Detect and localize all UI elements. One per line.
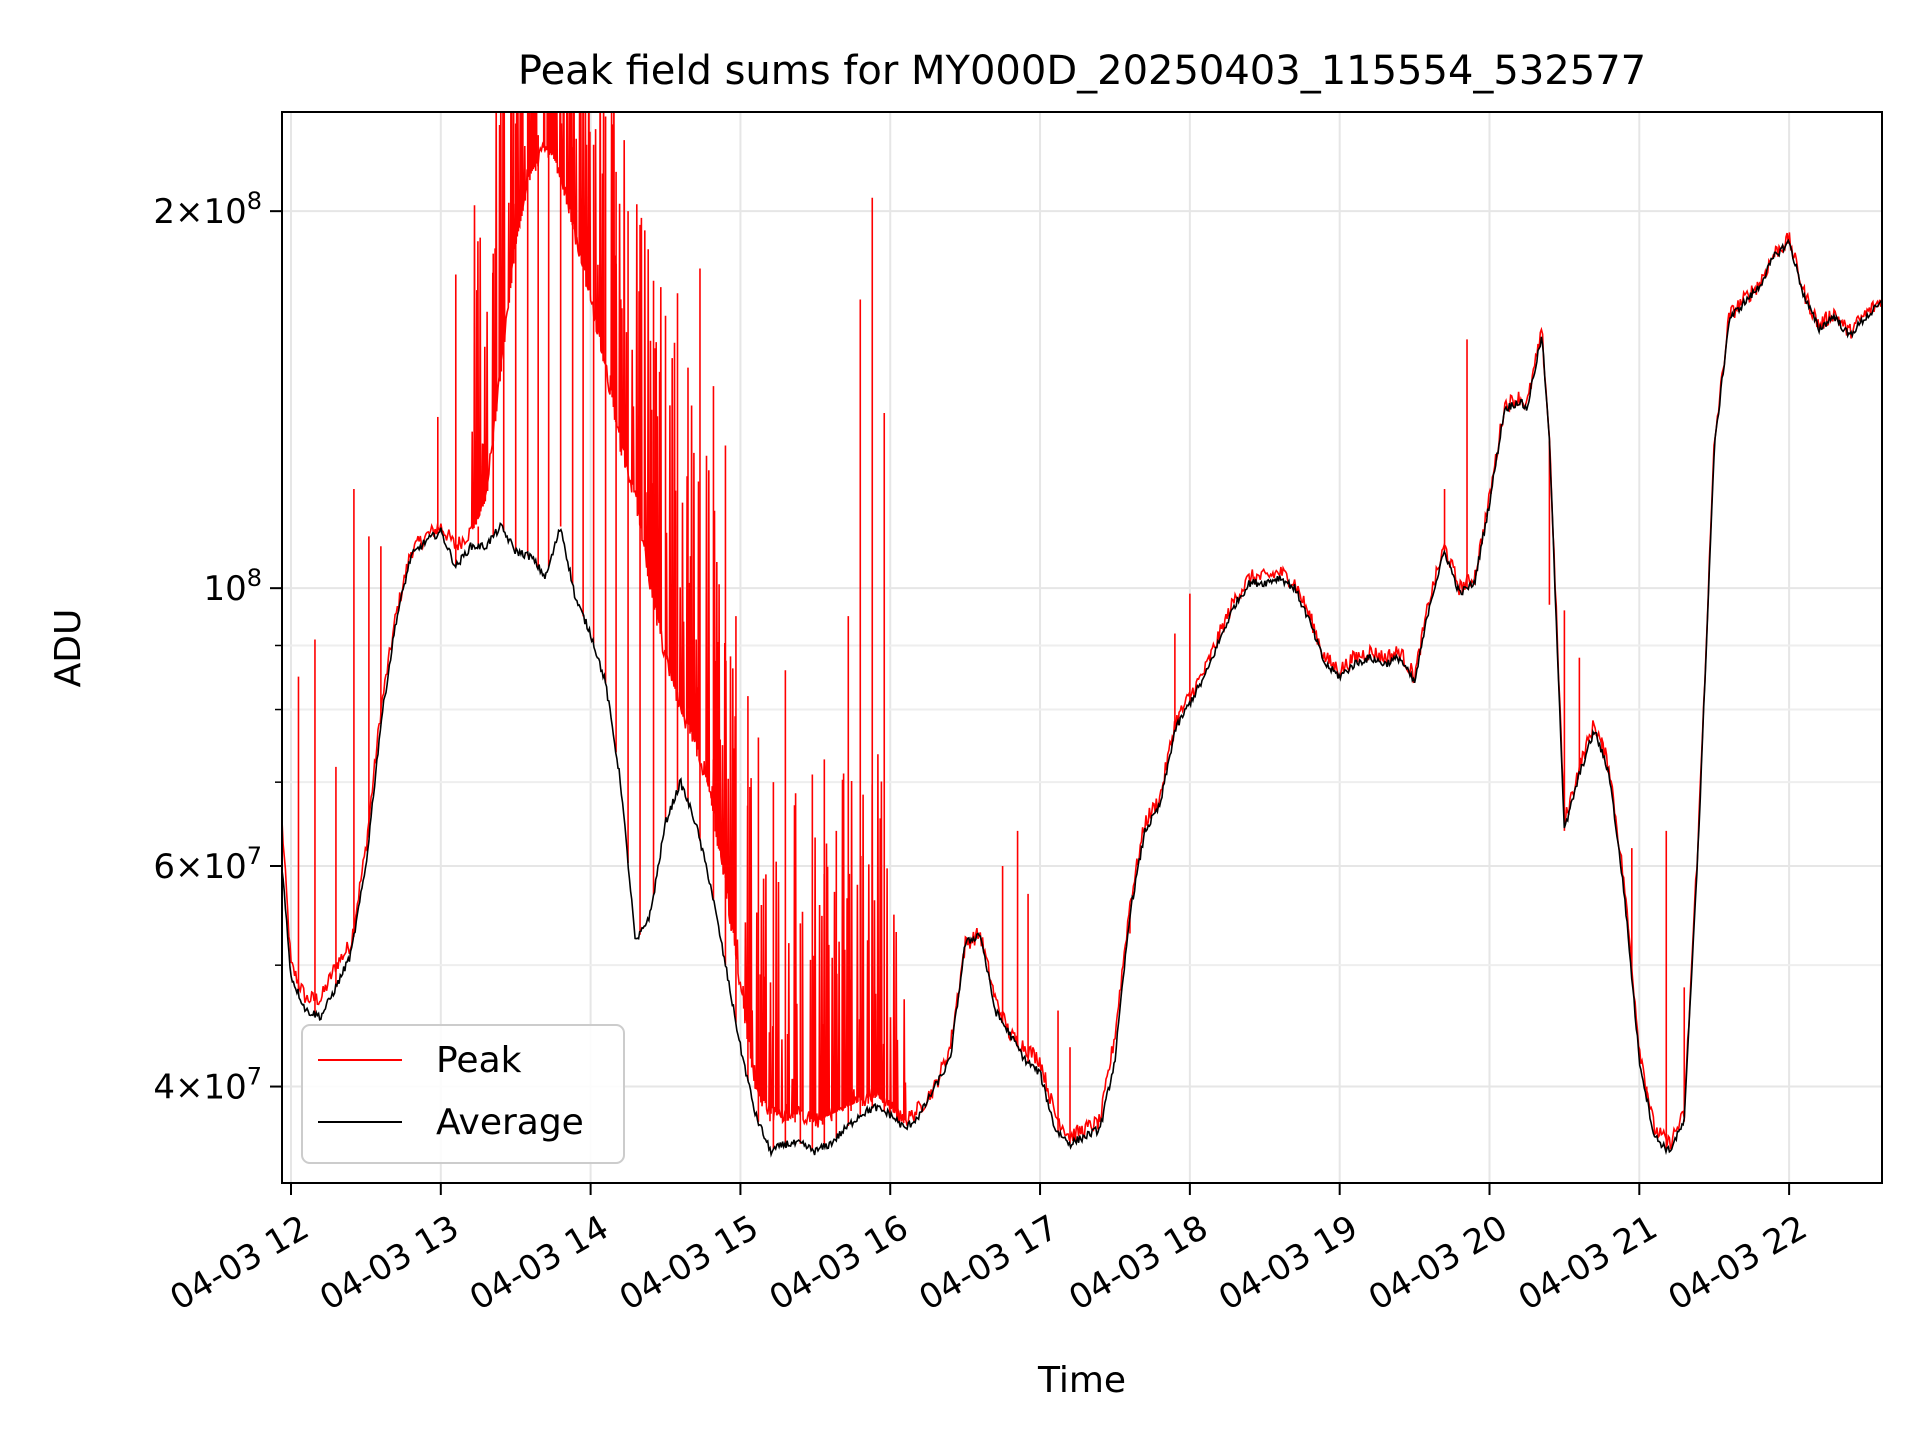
plot-frame [281, 111, 1883, 1184]
series-average [282, 238, 1882, 1158]
x-axis-label: Time [1037, 1360, 1126, 1401]
y-tick-label: 6×107 [153, 842, 262, 887]
y-axis-label: ADU [48, 609, 89, 688]
legend-average-label: Average [436, 1102, 584, 1143]
legend-peak-label: Peak [436, 1040, 522, 1081]
chart-title: Peak field sums for MY000D_20250403_1155… [518, 48, 1646, 94]
y-tick-label: 108 [203, 564, 262, 609]
series-peak [282, 112, 1882, 1150]
legend: Peak Average [301, 1024, 625, 1164]
plot-lines [282, 112, 1882, 1158]
y-tick-label: 2×108 [153, 187, 262, 232]
average-line [282, 238, 1882, 1158]
y-tick-label: 4×107 [153, 1063, 262, 1108]
y-axis: 4×107 6×107 108 2×108 [153, 187, 282, 1108]
